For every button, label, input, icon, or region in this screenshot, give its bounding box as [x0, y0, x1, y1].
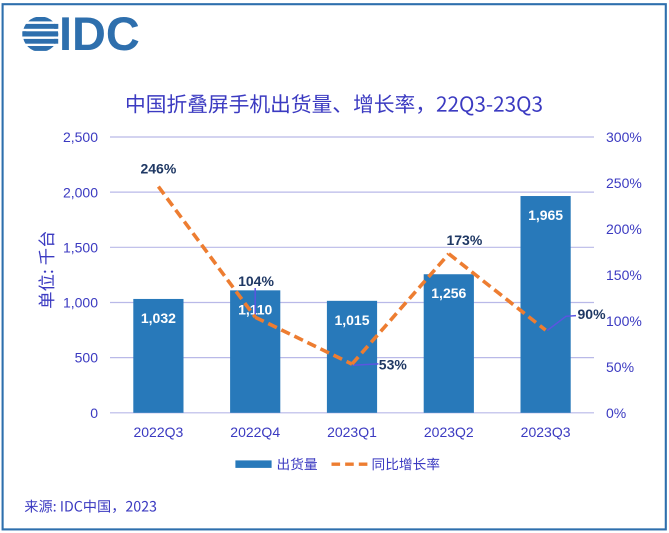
svg-text:200%: 200% — [606, 221, 642, 237]
svg-text:2,500: 2,500 — [63, 129, 98, 145]
svg-text:250%: 250% — [606, 175, 642, 191]
svg-text:2022Q3: 2022Q3 — [133, 424, 183, 440]
svg-text:2022Q4: 2022Q4 — [230, 424, 280, 440]
svg-text:1,032: 1,032 — [141, 310, 176, 326]
svg-text:90%: 90% — [578, 306, 607, 322]
svg-text:100%: 100% — [606, 313, 642, 329]
svg-text:1,500: 1,500 — [63, 239, 98, 255]
svg-text:IDC: IDC — [59, 8, 140, 60]
svg-text:53%: 53% — [379, 356, 408, 372]
svg-text:2023Q3: 2023Q3 — [521, 424, 571, 440]
svg-text:0: 0 — [90, 405, 98, 421]
svg-text:2023Q1: 2023Q1 — [327, 424, 377, 440]
svg-text:104%: 104% — [238, 273, 274, 289]
svg-text:173%: 173% — [446, 232, 482, 248]
svg-text:1,965: 1,965 — [528, 207, 563, 223]
svg-text:1,256: 1,256 — [431, 285, 466, 301]
svg-text:0%: 0% — [606, 405, 626, 421]
svg-text:2,000: 2,000 — [63, 184, 98, 200]
svg-text:1,015: 1,015 — [334, 312, 369, 328]
svg-text:500: 500 — [75, 350, 99, 366]
svg-text:246%: 246% — [140, 161, 176, 177]
svg-text:2023Q2: 2023Q2 — [424, 424, 474, 440]
svg-text:150%: 150% — [606, 267, 642, 283]
svg-text:300%: 300% — [606, 129, 642, 145]
svg-text:50%: 50% — [606, 359, 634, 375]
svg-text:1,000: 1,000 — [63, 295, 98, 311]
